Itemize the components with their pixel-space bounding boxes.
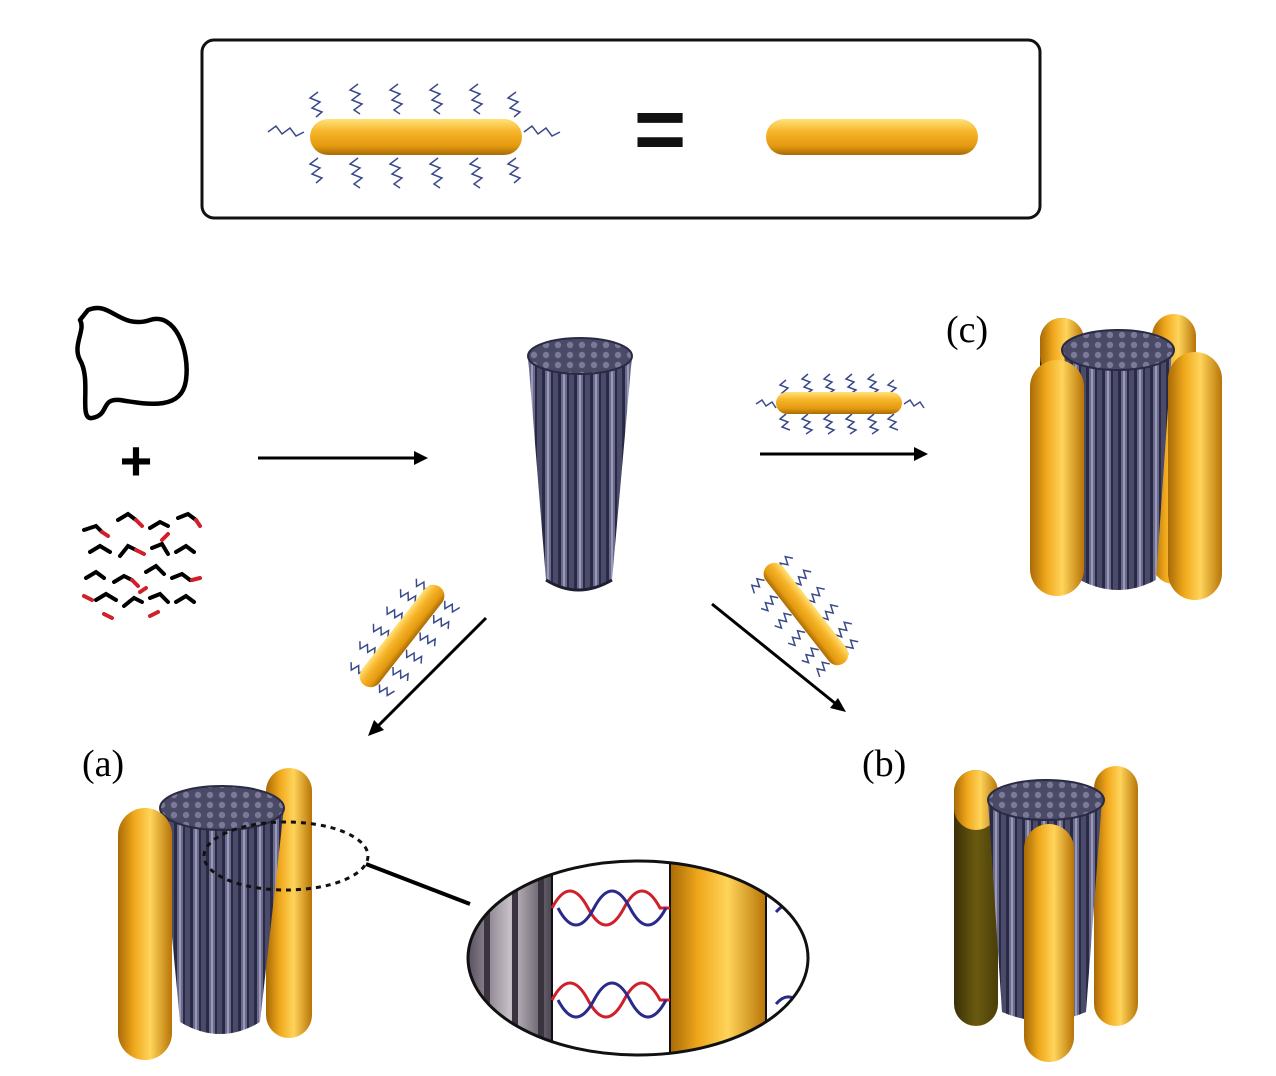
- coated-nanorod-b: [750, 555, 859, 678]
- arrow-to-b: [711, 602, 846, 712]
- assembly-a: [118, 768, 370, 1060]
- arrow-to-c: [760, 447, 928, 461]
- label-c: (c): [946, 309, 988, 351]
- arrow-to-a: [368, 616, 488, 736]
- equals-sign: =: [634, 80, 687, 180]
- coated-nanorod-c: [755, 373, 925, 435]
- plus-sign: +: [120, 429, 153, 492]
- gold-nanorod-icon: [310, 119, 522, 155]
- amphiphile-molecules-icon: [82, 511, 202, 620]
- polymer-coil-icon: [75, 305, 189, 421]
- zoom-inset: [466, 859, 810, 1057]
- cylindrical-micelle-icon: [527, 337, 633, 592]
- label-b: (b): [862, 743, 906, 785]
- ligand-shell: [267, 83, 561, 189]
- bare-nanorod-icon: [766, 119, 978, 155]
- zoom-connector: [365, 862, 471, 906]
- assembly-b: [954, 766, 1138, 1062]
- arrow-to-micelle: [258, 451, 428, 465]
- coated-nanorod-a: [350, 578, 461, 697]
- zoom-region-marker: [202, 820, 370, 892]
- assembly-c: [1030, 314, 1222, 600]
- dna-helix-bottom: [550, 981, 670, 1019]
- label-a: (a): [82, 743, 124, 785]
- dna-helix-top: [550, 889, 670, 927]
- legend-box: =: [200, 38, 1042, 220]
